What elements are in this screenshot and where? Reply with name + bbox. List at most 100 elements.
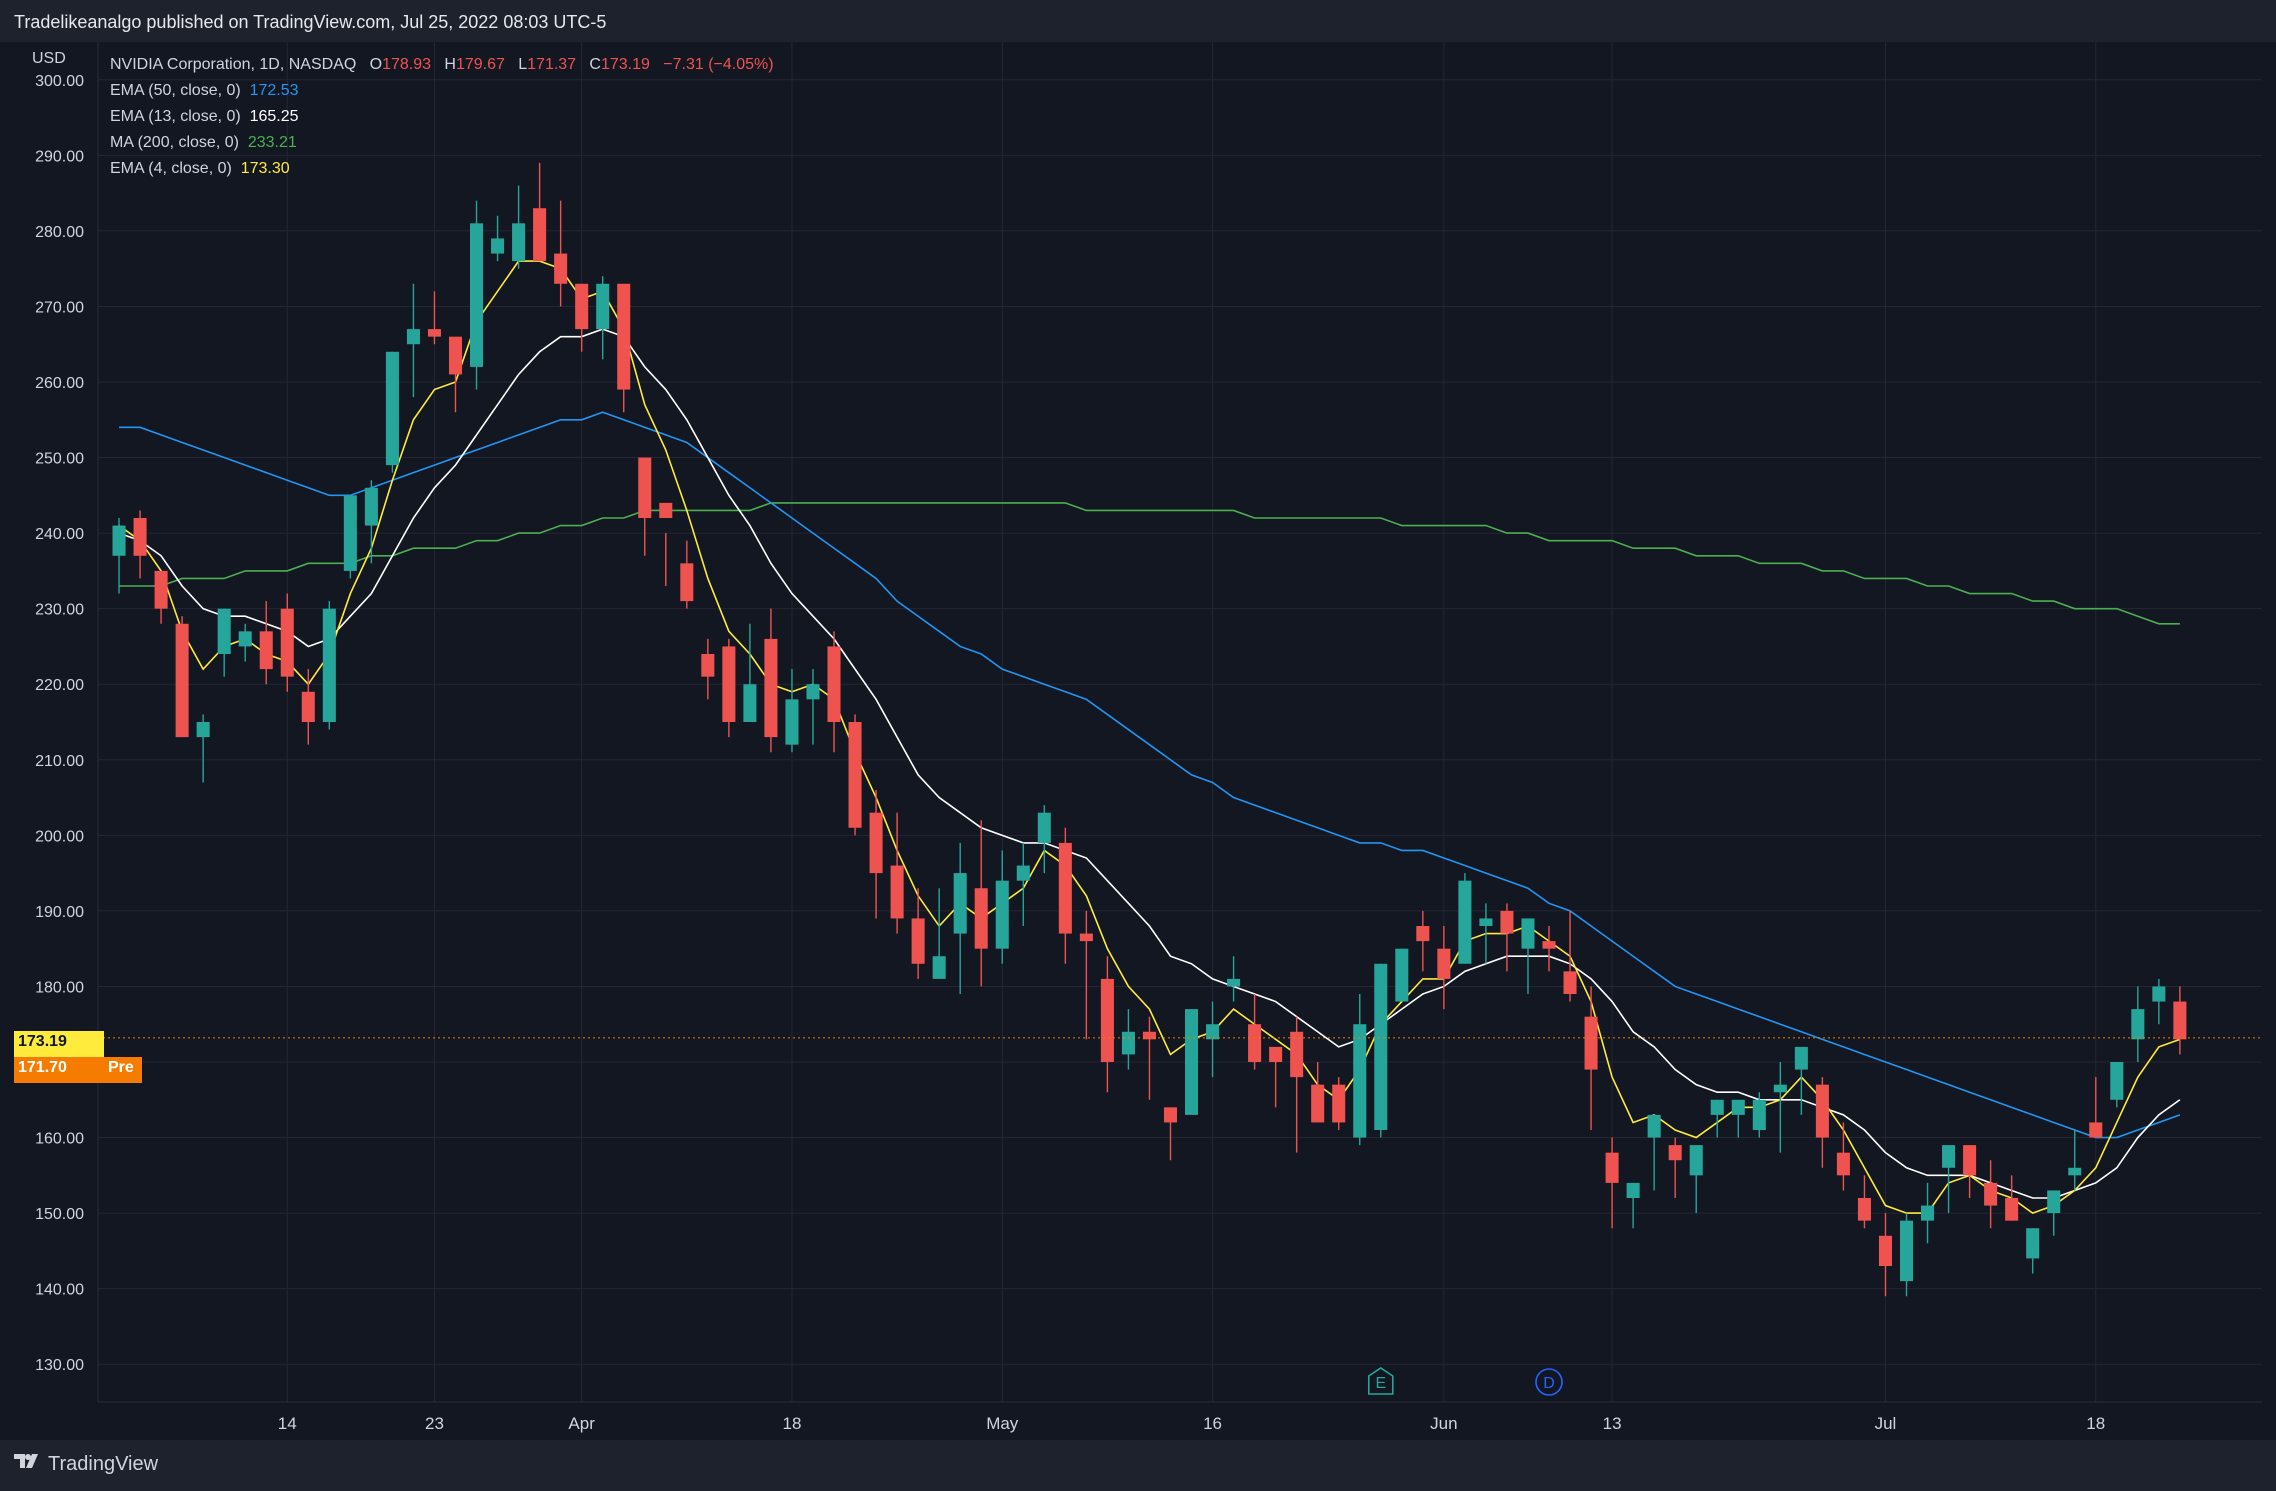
- candle-body[interactable]: [1542, 941, 1556, 949]
- candle-body[interactable]: [1626, 1182, 1640, 1198]
- candle-body[interactable]: [764, 638, 778, 738]
- candle-body[interactable]: [1710, 1099, 1724, 1115]
- candle-body[interactable]: [1016, 865, 1030, 881]
- candle-body[interactable]: [470, 223, 484, 367]
- candle-body[interactable]: [1479, 918, 1493, 926]
- candle-body[interactable]: [512, 223, 526, 262]
- candle-body[interactable]: [1227, 978, 1241, 987]
- candle-body[interactable]: [217, 608, 231, 654]
- candle-body[interactable]: [848, 722, 862, 828]
- candle-body[interactable]: [2005, 1198, 2019, 1221]
- candle-body[interactable]: [1079, 933, 1093, 942]
- candle-body[interactable]: [238, 631, 252, 647]
- symbol-name[interactable]: NVIDIA Corporation, 1D, NASDAQ: [110, 56, 357, 73]
- candle-body[interactable]: [617, 283, 631, 390]
- candle-body[interactable]: [1984, 1182, 1998, 1206]
- candle-body[interactable]: [1374, 963, 1388, 1130]
- candle-body[interactable]: [385, 351, 399, 466]
- tradingview-logo[interactable]: TradingView: [14, 1452, 158, 1476]
- candle-body[interactable]: [2152, 986, 2166, 1002]
- candle-body[interactable]: [743, 684, 757, 722]
- candle-body[interactable]: [659, 502, 673, 518]
- candle-body[interactable]: [596, 283, 610, 330]
- candle-body[interactable]: [1815, 1084, 1829, 1138]
- candle-body[interactable]: [1942, 1145, 1956, 1168]
- candle-body[interactable]: [1668, 1145, 1682, 1161]
- candle-body[interactable]: [1878, 1235, 1892, 1266]
- candle-body[interactable]: [932, 956, 946, 979]
- earnings-marker-icon[interactable]: [1367, 1367, 1394, 1395]
- candle-body[interactable]: [1752, 1099, 1766, 1130]
- candle-body[interactable]: [1857, 1198, 1871, 1221]
- candle-body[interactable]: [1395, 948, 1409, 1002]
- candle-body[interactable]: [154, 570, 168, 609]
- candle-body[interactable]: [1921, 1205, 1935, 1221]
- candle-body[interactable]: [1121, 1031, 1135, 1055]
- candle-body[interactable]: [1353, 1024, 1367, 1138]
- candlestick-chart[interactable]: 130.00140.00150.00160.00170.00180.00190.…: [14, 42, 2262, 1440]
- candle-body[interactable]: [1184, 1009, 1199, 1115]
- candle-body[interactable]: [680, 563, 694, 602]
- candle-body[interactable]: [1290, 1031, 1304, 1078]
- candle-body[interactable]: [175, 623, 189, 738]
- candle-body[interactable]: [1248, 1024, 1262, 1062]
- candle-body[interactable]: [406, 329, 420, 345]
- candle-body[interactable]: [1269, 1046, 1283, 1062]
- candle-body[interactable]: [1521, 918, 1535, 949]
- candle-body[interactable]: [448, 336, 463, 375]
- candle-body[interactable]: [1836, 1152, 1850, 1176]
- legend-ema4[interactable]: EMA (4, close, 0) 173.30: [110, 156, 774, 182]
- candle-body[interactable]: [112, 525, 126, 556]
- candle-body[interactable]: [1142, 1031, 1156, 1040]
- candle-body[interactable]: [491, 238, 505, 254]
- candle-body[interactable]: [1647, 1114, 1661, 1138]
- candle-body[interactable]: [1058, 842, 1072, 934]
- candle-body[interactable]: [869, 812, 883, 874]
- candle-body[interactable]: [1794, 1046, 1808, 1070]
- candle-body[interactable]: [827, 646, 841, 722]
- candle-body[interactable]: [1332, 1084, 1346, 1123]
- candle-body[interactable]: [974, 888, 988, 949]
- candle-body[interactable]: [1100, 978, 1114, 1062]
- candle-body[interactable]: [259, 631, 273, 670]
- candle-body[interactable]: [995, 880, 1009, 949]
- candle-body[interactable]: [1206, 1024, 1220, 1040]
- candle-body[interactable]: [1037, 812, 1051, 843]
- candle-body[interactable]: [2068, 1167, 2082, 1176]
- candle-body[interactable]: [280, 608, 294, 677]
- candle-body[interactable]: [1500, 910, 1514, 934]
- candle-body[interactable]: [785, 699, 799, 745]
- candle-body[interactable]: [2131, 1009, 2145, 1040]
- candle-body[interactable]: [1731, 1099, 1745, 1115]
- candle-body[interactable]: [2089, 1122, 2103, 1138]
- legend-ema50[interactable]: EMA (50, close, 0) 172.53: [110, 78, 774, 104]
- candle-body[interactable]: [554, 253, 568, 284]
- candle-body[interactable]: [806, 684, 820, 700]
- candle-body[interactable]: [2173, 1001, 2187, 1040]
- candle-body[interactable]: [364, 487, 378, 526]
- candle-body[interactable]: [1437, 948, 1451, 979]
- candle-body[interactable]: [533, 208, 547, 262]
- candle-body[interactable]: [1963, 1145, 1977, 1176]
- candle-body[interactable]: [722, 646, 736, 722]
- candle-body[interactable]: [1773, 1084, 1787, 1093]
- candle-body[interactable]: [343, 495, 357, 571]
- candle-body[interactable]: [1163, 1107, 1178, 1123]
- candle-body[interactable]: [701, 654, 715, 677]
- candle-body[interactable]: [2047, 1190, 2061, 1214]
- candle-body[interactable]: [575, 283, 589, 330]
- candle-body[interactable]: [1605, 1152, 1619, 1183]
- candle-body[interactable]: [1689, 1145, 1703, 1176]
- legend-ema13[interactable]: EMA (13, close, 0) 165.25: [110, 104, 774, 130]
- chart-area[interactable]: 130.00140.00150.00160.00170.00180.00190.…: [14, 42, 2262, 1440]
- candle-body[interactable]: [1563, 971, 1577, 994]
- legend-ma200[interactable]: MA (200, close, 0) 233.21: [110, 130, 774, 156]
- candle-body[interactable]: [427, 329, 441, 337]
- candle-body[interactable]: [638, 457, 652, 518]
- candle-body[interactable]: [133, 518, 147, 556]
- dividend-marker-icon[interactable]: [1535, 1368, 1563, 1396]
- candle-body[interactable]: [911, 918, 925, 964]
- candle-body[interactable]: [322, 608, 336, 722]
- candle-body[interactable]: [953, 873, 967, 934]
- candle-body[interactable]: [301, 691, 315, 722]
